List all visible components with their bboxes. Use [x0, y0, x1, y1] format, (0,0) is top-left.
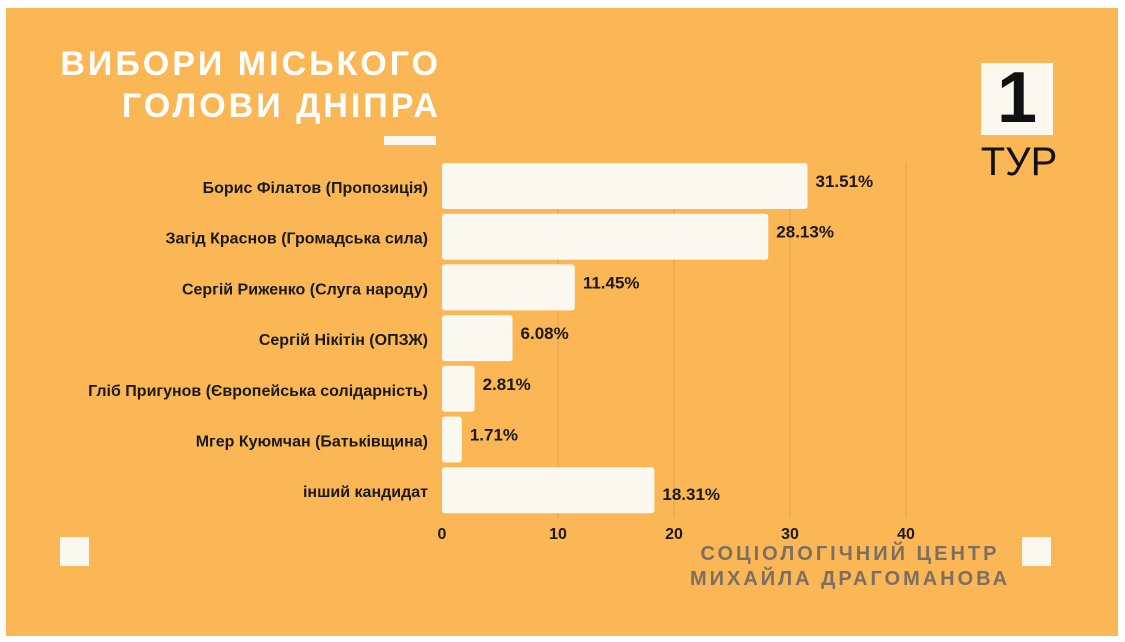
data-label: 31.51% — [816, 172, 874, 191]
bar — [442, 365, 475, 412]
category-label: Сергій Нікітін (ОПЗЖ) — [259, 332, 428, 349]
category-label: Гліб Пригунов (Європейська солідарність) — [88, 383, 428, 400]
bar — [442, 163, 808, 209]
x-tick-label: 20 — [665, 526, 683, 543]
bar — [442, 315, 513, 362]
source-line-2: МИХАЙЛА ДРАГОМАНОВА — [689, 568, 1011, 590]
decorative-square-right — [1022, 537, 1051, 566]
category-label: Сергій Риженко (Слуга народу) — [182, 281, 428, 298]
bar — [442, 467, 655, 514]
category-label: Мгер Куюмчан (Батьківщина) — [196, 434, 428, 451]
round-label: ТУР — [980, 140, 1058, 184]
category-label: Борис Філатов (Пропозиція) — [203, 180, 428, 197]
category-label: інший кандидат — [303, 484, 428, 501]
decorative-square-left — [60, 537, 89, 566]
title-line-2: ГОЛОВИ ДНІПРА — [121, 87, 441, 125]
bar — [442, 416, 462, 463]
infographic-card — [6, 8, 1118, 636]
bar — [442, 264, 575, 311]
round-number-box — [981, 63, 1053, 135]
data-label: 28.13% — [776, 223, 834, 242]
title-line-1: ВИБОРИ МІСЬКОГО — [60, 45, 441, 83]
x-tick-label: 0 — [438, 526, 447, 543]
bar — [442, 213, 769, 260]
category-label: Загід Краснов (Громадська сила) — [166, 231, 429, 248]
x-tick-label: 30 — [781, 526, 799, 543]
x-tick-label: 10 — [549, 526, 567, 543]
round-number: 1 — [996, 58, 1038, 138]
x-tick-label: 40 — [897, 526, 915, 543]
data-label: 2.81% — [483, 375, 531, 394]
data-label: 1.71% — [470, 426, 518, 445]
data-label: 11.45% — [583, 273, 640, 292]
data-label: 18.31% — [662, 485, 720, 504]
title-underline — [384, 136, 436, 145]
data-label: 6.08% — [521, 324, 569, 343]
source-line-1: СОЦІОЛОГІЧНИЙ ЦЕНТР — [700, 543, 1000, 565]
